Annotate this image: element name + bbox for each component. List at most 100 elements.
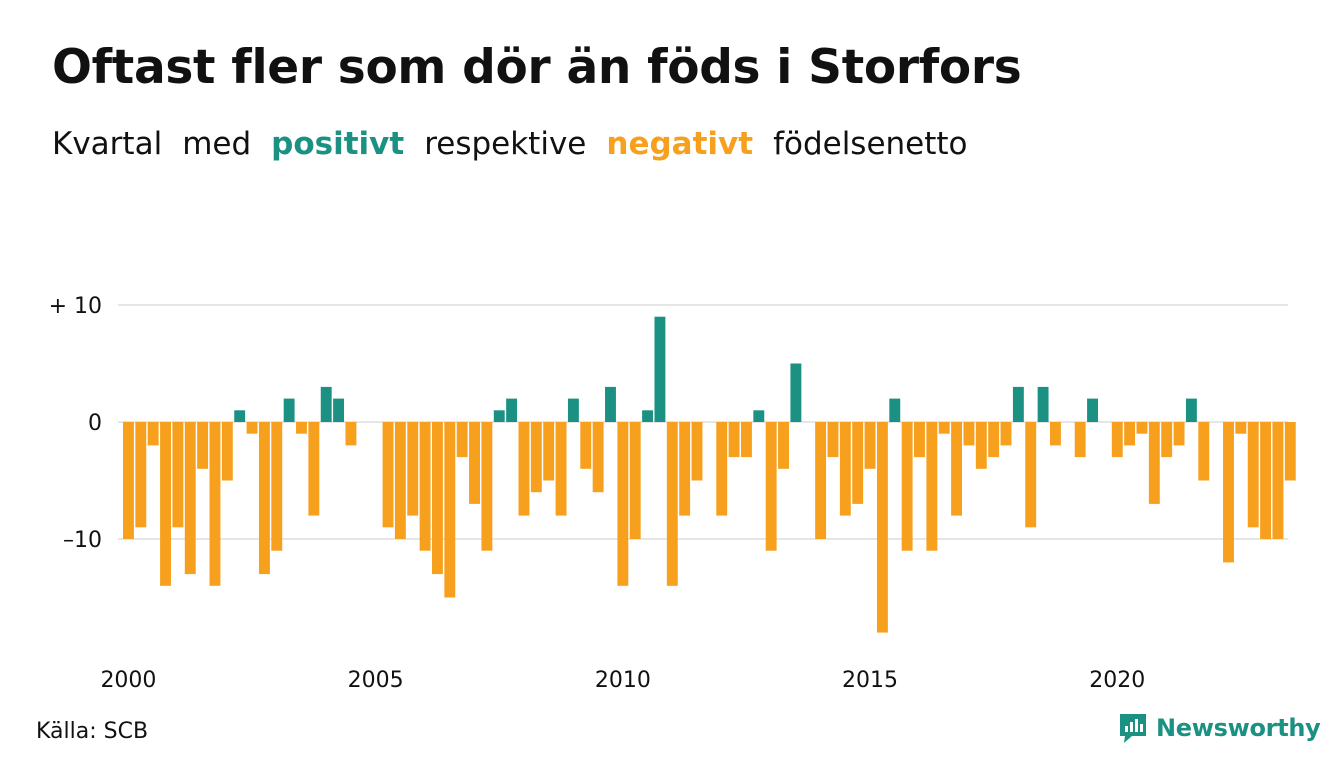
brand-name: Newsworthy xyxy=(1156,714,1321,742)
bar-positive xyxy=(753,410,765,422)
bar-negative xyxy=(864,422,876,469)
bar-negative xyxy=(382,422,394,528)
subtitle-word-fodelsenetto: födelsenetto xyxy=(773,126,968,162)
y-tick-label: –10 xyxy=(63,528,102,553)
bar-negative xyxy=(815,422,827,539)
bar-negative xyxy=(963,422,975,446)
bar-negative xyxy=(765,422,777,551)
x-tick-label: 2005 xyxy=(348,668,404,693)
bar-negative xyxy=(172,422,184,528)
bar-negative xyxy=(1235,422,1247,434)
subtitle-word-respektive: respektive xyxy=(424,126,587,162)
bar-negative xyxy=(1223,422,1234,563)
bar-negative xyxy=(1198,422,1210,481)
bar-negative xyxy=(135,422,147,528)
bar-negative xyxy=(926,422,938,551)
bar-negative xyxy=(1025,422,1037,528)
bar-negative xyxy=(1136,422,1148,434)
bar-chart: + 10 0 –10 2000 2005 2010 2015 2020 xyxy=(49,294,1296,693)
bar-positive xyxy=(654,316,666,422)
bar-negative xyxy=(1074,422,1086,458)
bar-negative xyxy=(432,422,443,575)
bar-positive xyxy=(506,398,518,422)
x-tick-label: 2015 xyxy=(842,668,898,693)
bar-negative xyxy=(407,422,419,516)
bar-positive xyxy=(333,398,345,422)
bar-negative xyxy=(308,422,320,516)
bar-negative xyxy=(580,422,592,469)
axis-labels: + 10 0 –10 2000 2005 2010 2015 2020 xyxy=(49,294,1146,693)
bar-negative xyxy=(1111,422,1123,458)
bar-positive xyxy=(790,363,802,422)
subtitle-word-med: med xyxy=(182,126,252,162)
bar-negative xyxy=(617,422,629,586)
bar-negative xyxy=(679,422,691,516)
bar-negative xyxy=(1247,422,1259,528)
bar-negative xyxy=(345,422,357,446)
bar-negative xyxy=(1148,422,1160,504)
bar-negative xyxy=(530,422,542,493)
bar-negative xyxy=(852,422,864,504)
bar-negative xyxy=(1050,422,1061,446)
bar-negative xyxy=(938,422,950,434)
bar-negative xyxy=(827,422,839,458)
bar-negative xyxy=(444,422,456,598)
bar-negative xyxy=(481,422,493,551)
bar-negative xyxy=(901,422,913,551)
source-note: Källa: SCB xyxy=(36,719,149,744)
bar-negative xyxy=(691,422,703,481)
bar-negative xyxy=(246,422,258,434)
newsworthy-logo-icon xyxy=(1120,714,1146,743)
bar-positive xyxy=(1012,386,1024,422)
bar-negative xyxy=(839,422,851,516)
y-tick-label: 0 xyxy=(88,411,102,436)
bar-negative xyxy=(1272,422,1284,539)
bar-negative xyxy=(456,422,468,458)
bar-negative xyxy=(1124,422,1136,446)
bar-positive xyxy=(1185,398,1197,422)
brand-logo[interactable]: Newsworthy xyxy=(1118,712,1321,744)
bar-negative xyxy=(1161,422,1173,458)
bar-negative xyxy=(147,422,159,446)
subtitle-negative-label: negativt xyxy=(606,126,754,162)
bar-positive xyxy=(283,398,295,422)
bar-negative xyxy=(1173,422,1185,446)
bar-negative xyxy=(1000,422,1012,446)
bar-negative xyxy=(592,422,604,493)
bar-negative xyxy=(160,422,171,586)
bar-positive xyxy=(889,398,901,422)
bar-negative xyxy=(123,422,134,539)
bar-positive xyxy=(605,386,616,422)
bar-negative xyxy=(1284,422,1296,481)
bar-negative xyxy=(394,422,406,539)
bar-negative xyxy=(666,422,678,586)
bar-negative xyxy=(876,422,888,633)
bar-negative xyxy=(419,422,431,551)
bar-negative xyxy=(778,422,789,469)
bar-negative xyxy=(741,422,752,458)
bar-positive xyxy=(1087,398,1098,422)
bar-negative xyxy=(988,422,1000,458)
bar-negative xyxy=(469,422,480,504)
chart-subtitle: Kvartal med positivt respektive negativt föde… xyxy=(52,126,988,162)
subtitle-positive-label: positivt xyxy=(271,126,405,162)
x-tick-label: 2020 xyxy=(1089,668,1145,693)
bar-negative xyxy=(716,422,728,516)
bar-negative xyxy=(975,422,987,469)
bar-negative xyxy=(914,422,925,458)
chart-title: Oftast fler som dör än föds i Storfors xyxy=(52,40,1022,95)
bar-negative xyxy=(197,422,209,469)
bar-negative xyxy=(543,422,555,481)
bar-positive xyxy=(642,410,654,422)
bar-negative xyxy=(555,422,567,516)
bar-negative xyxy=(258,422,270,575)
x-tick-label: 2000 xyxy=(100,668,156,693)
subtitle-word-kvartal: Kvartal xyxy=(52,126,163,162)
bar-positive xyxy=(320,386,332,422)
x-tick-label: 2010 xyxy=(595,668,651,693)
bar-negative xyxy=(518,422,530,516)
bar-series xyxy=(123,316,1296,633)
bar-positive xyxy=(493,410,505,422)
bar-negative xyxy=(951,422,963,516)
y-tick-label: + 10 xyxy=(49,294,102,319)
